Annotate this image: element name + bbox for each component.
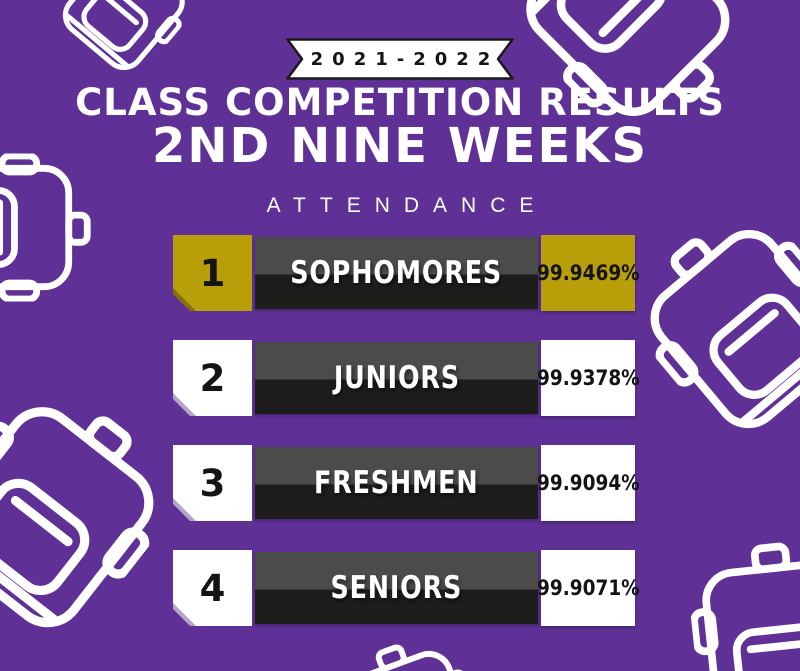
value-badge: 99.9071% xyxy=(537,550,639,626)
attendance-value: 99.9094% xyxy=(536,471,640,495)
backpack-icon xyxy=(684,532,800,671)
class-name: SENIORS xyxy=(330,570,463,606)
attendance-value: 99.9071% xyxy=(536,576,640,600)
class-name: SOPHOMORES xyxy=(290,255,503,291)
class-name-bar: SENIORS xyxy=(255,552,538,624)
ranking-row-1: 1 SOPHOMORES 99.9469% xyxy=(173,235,639,311)
ranking-list: 1 SOPHOMORES 99.9469% 2 JUNIORS 99.9378%… xyxy=(173,235,639,626)
class-name-bar: JUNIORS xyxy=(255,342,538,414)
backpack-icon xyxy=(324,623,495,671)
rank-number: 1 xyxy=(199,251,226,295)
page-title-line1: CLASS COMPETITION RESULTS xyxy=(75,81,725,124)
backpack-icon xyxy=(609,187,800,454)
backpack-icon xyxy=(0,154,94,302)
rank-number: 4 xyxy=(199,566,226,610)
class-name: FRESHMEN xyxy=(314,465,479,501)
class-name-bar: FRESHMEN xyxy=(255,447,538,519)
rank-number: 2 xyxy=(199,356,226,400)
rank-badge: 3 xyxy=(173,445,252,521)
value-badge: 99.9094% xyxy=(537,445,639,521)
class-name-bar: SOPHOMORES xyxy=(255,237,538,309)
backpack-icon xyxy=(0,360,199,656)
rank-badge: 4 xyxy=(173,550,252,626)
ranking-row-3: 3 FRESHMEN 99.9094% xyxy=(173,445,639,521)
attendance-value: 99.9378% xyxy=(536,366,640,390)
backpack-icon xyxy=(46,0,211,87)
value-badge: 99.9378% xyxy=(537,340,639,416)
year-banner: 2021-2022 xyxy=(286,38,514,80)
year-banner-text: 2021-2022 xyxy=(310,48,500,70)
class-name: JUNIORS xyxy=(333,360,460,396)
rank-badge: 1 xyxy=(173,235,252,311)
ranking-row-4: 4 SENIORS 99.9071% xyxy=(173,550,639,626)
ribbon-banner-icon xyxy=(286,38,514,80)
ranking-row-2: 2 JUNIORS 99.9378% xyxy=(173,340,639,416)
value-badge: 99.9469% xyxy=(537,235,639,311)
rank-number: 3 xyxy=(199,461,226,505)
attendance-value: 99.9469% xyxy=(536,261,640,285)
page-title-line2: 2ND NINE WEEKS xyxy=(151,118,649,174)
rank-badge: 2 xyxy=(173,340,252,416)
section-label-attendance: ATTENDANCE xyxy=(266,194,548,217)
